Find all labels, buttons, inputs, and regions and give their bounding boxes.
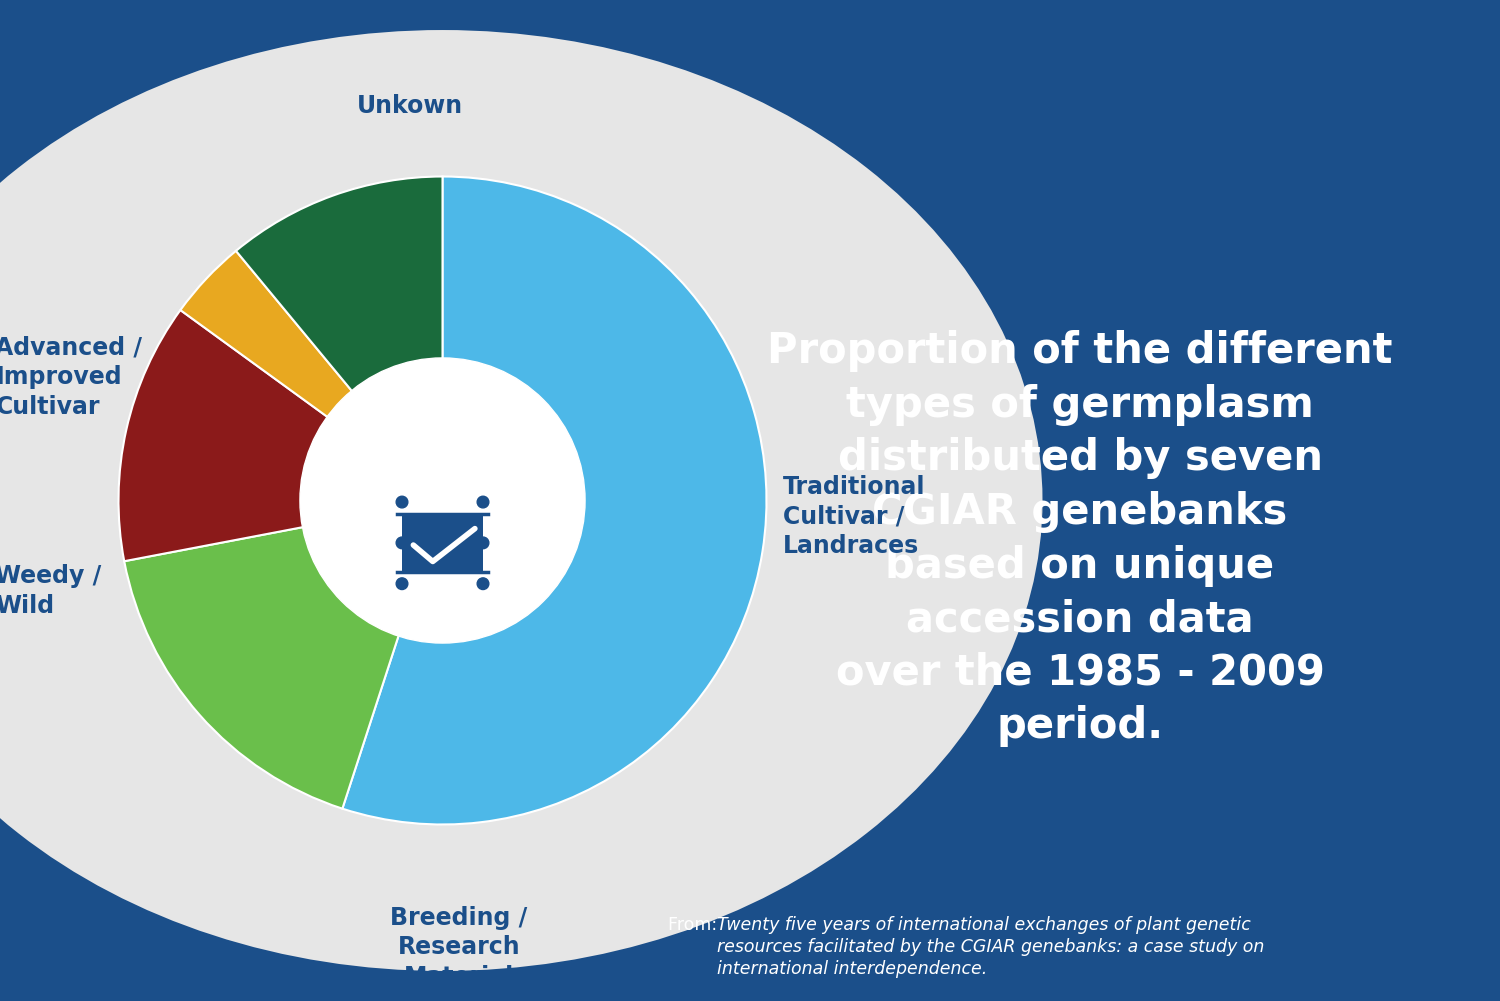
Text: From:: From: <box>668 916 722 934</box>
Wedge shape <box>236 176 442 500</box>
Circle shape <box>396 496 408 508</box>
Circle shape <box>477 538 489 549</box>
Wedge shape <box>342 176 766 825</box>
Circle shape <box>300 358 585 643</box>
Text: Advanced /
Improved
Cultivar: Advanced / Improved Cultivar <box>0 335 142 419</box>
Text: Proportion of the different
types of germplasm
distributed by seven
CGIAR geneba: Proportion of the different types of ger… <box>766 330 1392 747</box>
FancyBboxPatch shape <box>388 476 496 603</box>
Circle shape <box>396 538 408 549</box>
Text: Twenty five years of international exchanges of plant genetic
resources facilita: Twenty five years of international excha… <box>717 916 1264 978</box>
Ellipse shape <box>0 30 1042 971</box>
Circle shape <box>477 578 489 590</box>
Wedge shape <box>180 251 442 500</box>
Circle shape <box>396 578 408 590</box>
Text: Unkown: Unkown <box>357 94 464 118</box>
Wedge shape <box>124 500 442 809</box>
Wedge shape <box>118 310 442 562</box>
Circle shape <box>477 496 489 508</box>
Text: Weedy /
Wild: Weedy / Wild <box>0 565 102 618</box>
FancyBboxPatch shape <box>402 456 483 484</box>
Text: Breeding /
Research
Material: Breeding / Research Material <box>390 906 528 989</box>
Text: Traditional
Cultivar /
Landraces: Traditional Cultivar / Landraces <box>783 475 926 559</box>
FancyBboxPatch shape <box>402 514 483 572</box>
FancyBboxPatch shape <box>396 439 489 463</box>
